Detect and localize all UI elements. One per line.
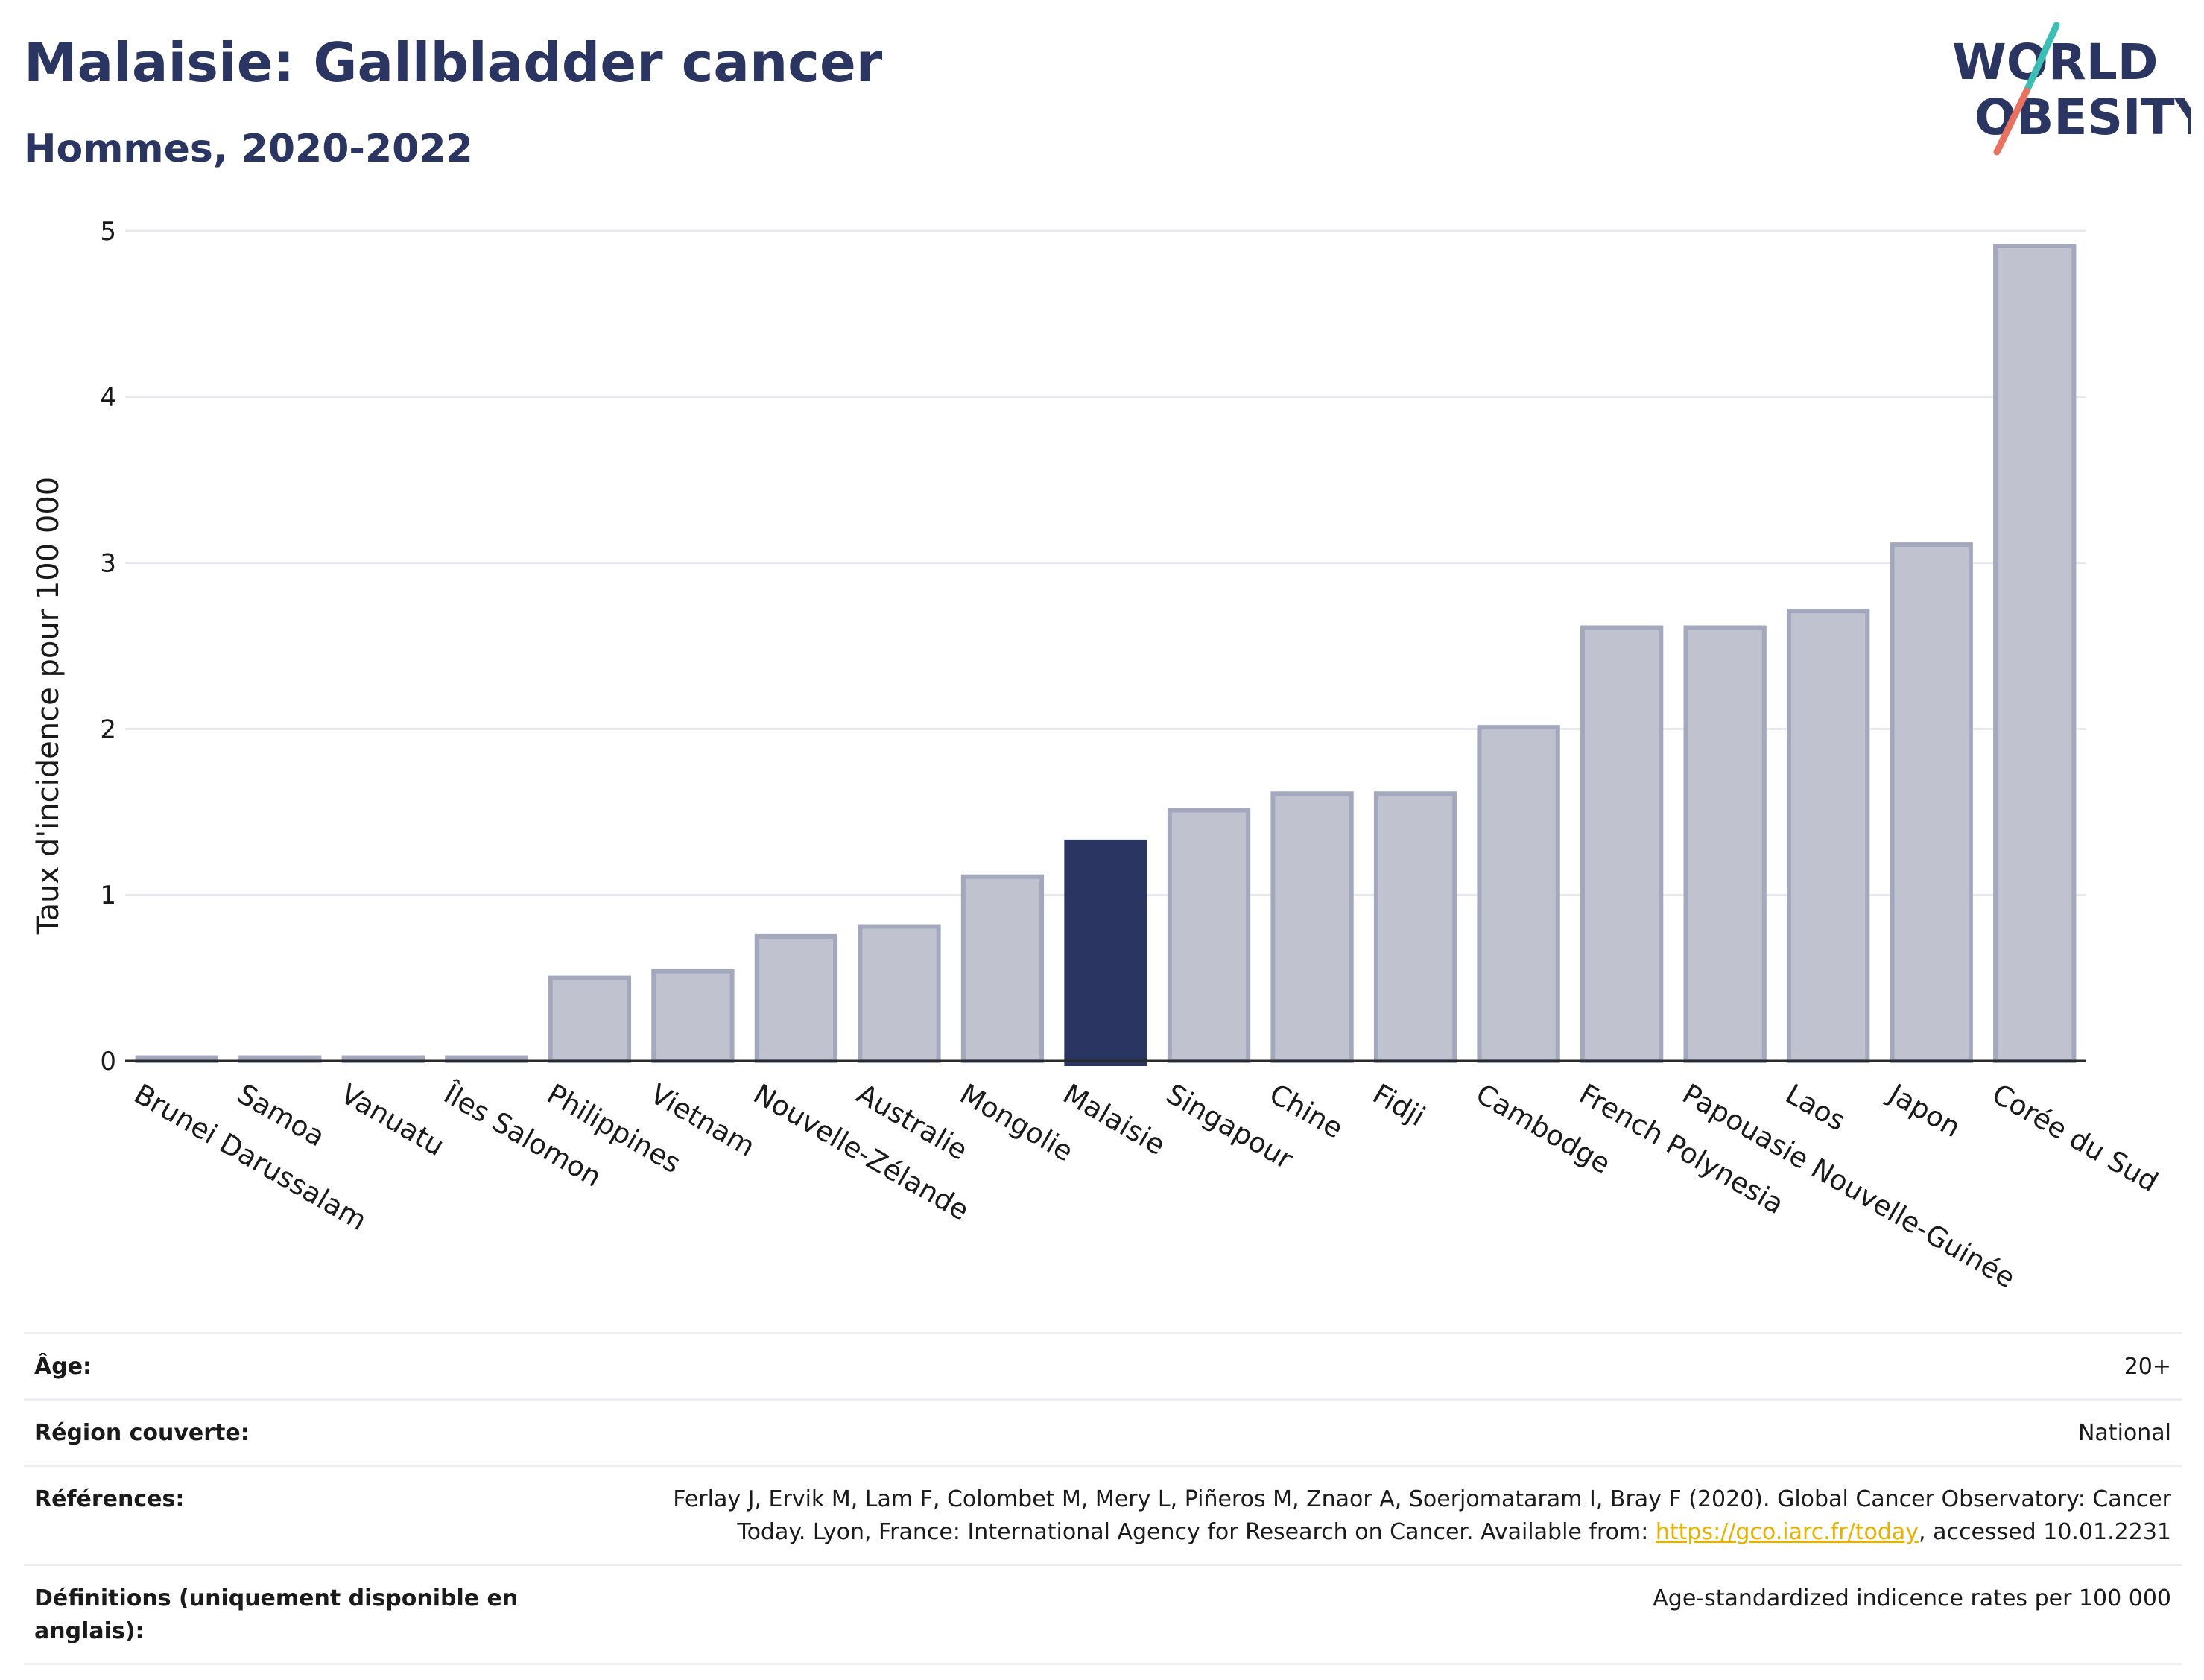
age-value: 20+: [536, 1332, 2182, 1400]
references-accessed: , accessed 10.01.2231: [1919, 1519, 2171, 1545]
info-table: Âge: 20+ Région couverte: National Référ…: [24, 1332, 2182, 1665]
definitions-value: Age-standardized indicence rates per 100…: [536, 1564, 2182, 1665]
bar-malaisie: [1064, 839, 1147, 1067]
bar-papouasie-nouvelle-guinée: [1683, 625, 1767, 1063]
bar-vietnam: [651, 969, 735, 1063]
info-row-age: Âge: 20+: [24, 1332, 2182, 1400]
bar-cambodge: [1477, 725, 1560, 1063]
references-link[interactable]: https://gco.iarc.fr/today: [1655, 1519, 1919, 1545]
references-line1: Ferlay J, Ervik M, Lam F, Colombet M, Me…: [673, 1486, 2171, 1512]
logo-slash-teal: [2023, 22, 2060, 95]
chart-subtitle: Hommes, 2020-2022: [24, 127, 473, 171]
y-tick-label: 0: [100, 1047, 116, 1077]
bar-philippines: [548, 975, 632, 1063]
x-category-label: Japon: [1882, 1077, 1966, 1144]
info-row-references: Références: Ferlay J, Ervik M, Lam F, Co…: [24, 1465, 2182, 1565]
y-tick-label: 3: [100, 549, 116, 579]
info-row-definitions: Définitions (uniquement disponible en an…: [24, 1564, 2182, 1665]
bar-laos: [1787, 609, 1870, 1063]
definitions-label: Définitions (uniquement disponible en an…: [24, 1564, 536, 1665]
world-obesity-logo: WORLD OBESITY: [1952, 22, 2191, 156]
bar-fidji: [1373, 791, 1457, 1063]
x-category-label: Malaisie: [1058, 1078, 1171, 1161]
bar-chine: [1270, 791, 1354, 1063]
region-value: National: [536, 1398, 2182, 1466]
y-tick-label: 2: [100, 714, 116, 744]
bar-japon: [1890, 542, 1973, 1063]
x-category-label: Vanuatu: [335, 1078, 450, 1163]
x-category-label: Corée du Sud: [1986, 1078, 2163, 1199]
y-tick-label: 5: [100, 217, 116, 247]
region-label: Région couverte:: [24, 1398, 536, 1466]
references-label: Références:: [24, 1465, 536, 1565]
y-axis-label: Taux d'incidence pour 100 000: [31, 477, 66, 935]
bar-australie: [858, 924, 941, 1063]
bars: [135, 244, 2077, 1067]
x-category-label: Mongolie: [954, 1078, 1079, 1168]
y-axis-ticks: 0 1 2 3 4 5: [100, 217, 116, 1077]
logo-text-world: WORLD: [1952, 34, 2159, 91]
info-row-region: Région couverte: National: [24, 1398, 2182, 1466]
bar-french-polynesia: [1580, 625, 1664, 1063]
bar-nouvelle-zélande: [754, 933, 838, 1064]
bar-corée-du-sud: [1993, 244, 2077, 1063]
age-label: Âge:: [24, 1332, 536, 1400]
logo-slash-coral: [1993, 87, 2030, 156]
references-value: Ferlay J, Ervik M, Lam F, Colombet M, Me…: [536, 1465, 2182, 1565]
chart-title: Malaisie: Gallbladder cancer: [24, 31, 883, 94]
y-tick-label: 4: [100, 383, 116, 413]
y-tick-label: 1: [100, 881, 116, 910]
bar-singapour: [1167, 808, 1251, 1064]
bar-mongolie: [960, 874, 1045, 1064]
references-line2: Today. Lyon, France: International Agenc…: [737, 1519, 1656, 1545]
x-category-label: Fidji: [1367, 1078, 1431, 1133]
x-category-label: Laos: [1780, 1078, 1851, 1138]
